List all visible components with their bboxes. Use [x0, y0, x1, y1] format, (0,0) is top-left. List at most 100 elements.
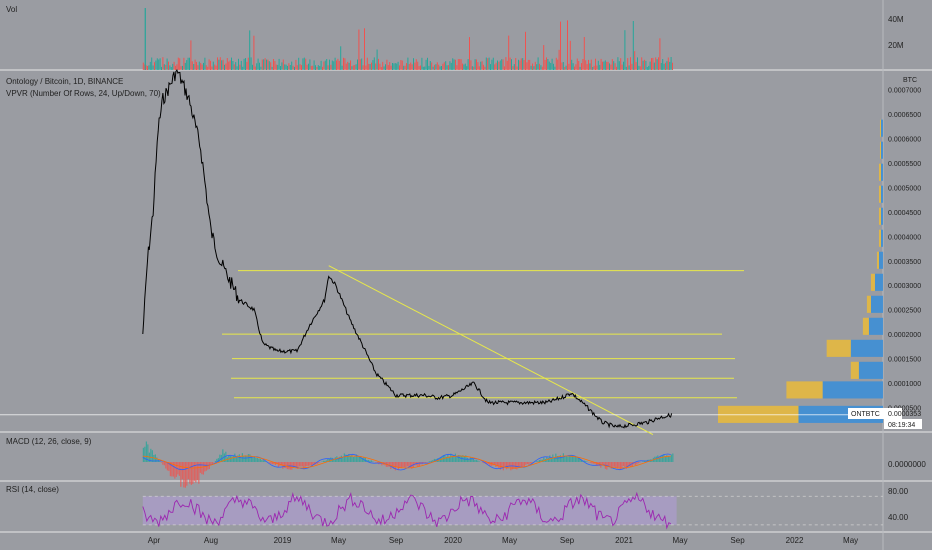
- volume-bar: [312, 65, 314, 70]
- price-axis-tick: 0.0005000: [888, 185, 921, 192]
- macd-bar: [295, 462, 297, 469]
- macd-bar: [400, 462, 402, 468]
- macd-bar: [622, 462, 624, 466]
- vpvr-row-down: [862, 317, 869, 335]
- macd-bar: [573, 456, 575, 462]
- macd-bar: [493, 462, 495, 466]
- macd-bar: [486, 462, 488, 465]
- volume-bar: [236, 66, 238, 70]
- volume-bar: [415, 59, 417, 70]
- volume-bar: [161, 66, 162, 70]
- macd-bar: [579, 459, 581, 462]
- macd-bar: [156, 457, 158, 462]
- macd-bar: [240, 457, 242, 462]
- macd-bar: [313, 462, 315, 465]
- time-axis-tick: Sep: [730, 536, 745, 545]
- volume-bar: [631, 63, 633, 70]
- vpvr-row-down: [826, 339, 851, 357]
- volume-bar: [238, 58, 239, 70]
- volume-bar: [407, 57, 409, 70]
- macd-bar: [189, 462, 191, 484]
- macd-bar: [147, 444, 149, 462]
- macd-bar: [306, 462, 308, 466]
- macd-bar: [294, 462, 296, 467]
- time-axis-tick: May: [843, 536, 858, 545]
- volume-bar: [642, 60, 644, 70]
- macd-bar: [325, 460, 327, 462]
- volume-bar: [147, 66, 148, 70]
- volume-bar: [323, 61, 325, 70]
- macd-bar: [327, 459, 329, 462]
- price-axis-tick: 0.0006000: [888, 136, 921, 143]
- volume-bar: [569, 40, 571, 70]
- volume-bar: [530, 65, 532, 70]
- macd-bar: [369, 460, 371, 462]
- macd-bar: [601, 462, 603, 466]
- macd-bar: [417, 462, 419, 467]
- vpvr-row-up: [870, 295, 883, 313]
- volume-bar: [351, 66, 353, 70]
- macd-bar: [535, 461, 537, 462]
- volume-bar: [410, 62, 412, 70]
- volume-bar: [229, 60, 231, 70]
- volume-bar: [492, 57, 494, 70]
- volume-bar: [320, 60, 322, 70]
- macd-bar: [465, 455, 467, 462]
- macd-bar: [399, 462, 401, 468]
- macd-bar: [637, 462, 639, 464]
- volume-bar: [579, 66, 581, 70]
- macd-bar: [162, 462, 164, 465]
- macd-bar: [496, 462, 498, 467]
- macd-bar: [562, 453, 564, 462]
- volume-bar: [292, 65, 294, 70]
- volume-bar: [456, 65, 458, 70]
- macd-bar: [634, 462, 636, 465]
- volume-bar: [658, 57, 659, 70]
- macd-bar: [166, 462, 168, 471]
- volume-bar: [630, 57, 631, 70]
- volume-bar: [483, 64, 484, 70]
- price-axis-tick: 0.0007000: [888, 88, 921, 95]
- macd-bar: [597, 462, 599, 466]
- macd-bar: [280, 462, 282, 466]
- macd-bar: [460, 455, 462, 462]
- rsi-title: RSI (14, close): [6, 485, 59, 494]
- volume-bar: [562, 62, 564, 70]
- macd-bar: [489, 462, 491, 467]
- volume-bar: [315, 65, 316, 70]
- macd-bar: [174, 462, 176, 479]
- volume-axis-label: 40M: [888, 15, 904, 24]
- macd-bar: [261, 459, 263, 462]
- volume-bar: [396, 63, 398, 70]
- macd-bar: [219, 454, 221, 462]
- macd-bar: [277, 462, 279, 468]
- volume-bar: [277, 64, 279, 70]
- volume-bar: [289, 65, 291, 70]
- volume-bar: [526, 62, 528, 70]
- volume-bar: [499, 60, 501, 70]
- volume-bar: [414, 62, 416, 70]
- volume-bar: [544, 59, 546, 70]
- volume-bar: [624, 30, 626, 70]
- volume-bar: [604, 60, 606, 70]
- macd-bar: [339, 456, 341, 462]
- volume-bar: [429, 61, 431, 70]
- volume-bar: [424, 66, 426, 70]
- macd-bar: [274, 462, 276, 466]
- macd-bar: [607, 462, 609, 467]
- volume-bar: [487, 58, 489, 70]
- volume-bar: [372, 60, 374, 70]
- volume-bar: [366, 57, 368, 70]
- volume-bar: [639, 66, 641, 70]
- vpvr-row-down: [878, 229, 881, 247]
- macd-bar: [334, 457, 336, 462]
- macd-bar: [547, 458, 549, 462]
- macd-bar: [561, 457, 563, 462]
- macd-bar: [249, 454, 251, 462]
- volume-bar: [467, 59, 469, 70]
- macd-bar: [469, 457, 471, 462]
- macd-bar: [394, 462, 396, 471]
- volume-bar: [648, 65, 650, 70]
- volume-bar: [287, 65, 288, 70]
